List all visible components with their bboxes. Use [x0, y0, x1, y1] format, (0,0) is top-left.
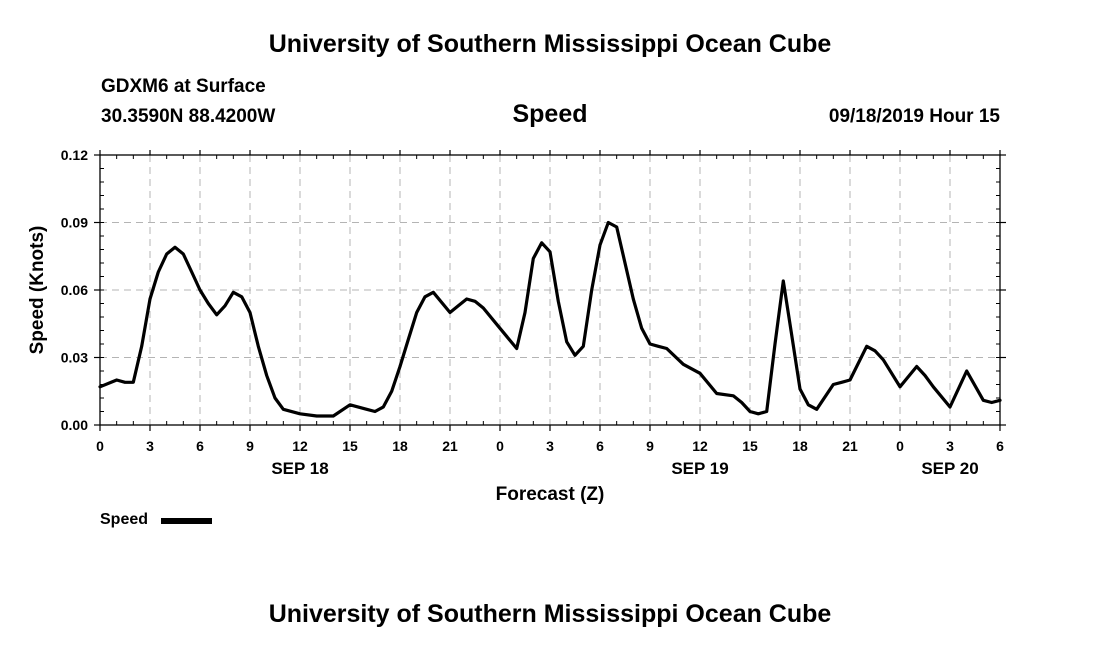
x-tick-label: 6 [996, 438, 1004, 454]
x-tick-label: 6 [596, 438, 604, 454]
y-tick-label: 0.00 [61, 417, 88, 433]
x-tick-label: 21 [842, 438, 858, 454]
datetime-label: 09/18/2019 Hour 15 [828, 106, 1000, 127]
station-label: GDXM6 at Surface [101, 76, 266, 97]
x-tick-label: 9 [646, 438, 654, 454]
x-tick-label: 15 [742, 438, 758, 454]
location-label: 30.3590N 88.4200W [101, 106, 276, 127]
x-tick-label: 9 [246, 438, 254, 454]
y-axis-label: Speed (Knots) [27, 226, 48, 355]
x-tick-label: 18 [392, 438, 408, 454]
y-tick-label: 0.09 [61, 215, 88, 231]
y-tick-label: 0.12 [61, 147, 88, 163]
date-label: SEP 19 [671, 459, 728, 478]
x-tick-label: 0 [896, 438, 904, 454]
x-tick-label: 6 [196, 438, 204, 454]
plot-frame [99, 154, 1001, 426]
x-tick-label: 3 [146, 438, 154, 454]
x-tick-label: 12 [692, 438, 708, 454]
speed-series-line [98, 220, 1002, 418]
x-tick-label: 18 [792, 438, 808, 454]
chart-title: Speed [512, 100, 588, 128]
footer-title: University of Southern Mississippi Ocean… [268, 600, 832, 628]
x-axis-label: Forecast (Z) [496, 484, 605, 505]
x-tick-label: 3 [946, 438, 954, 454]
page-title: University of Southern Mississippi Ocean… [268, 30, 832, 58]
x-tick-label: 12 [292, 438, 308, 454]
x-tick-label: 15 [342, 438, 358, 454]
x-tick-label: 3 [546, 438, 554, 454]
x-tick-label: 0 [496, 438, 504, 454]
x-tick-label: 21 [442, 438, 458, 454]
date-label: SEP 20 [921, 459, 978, 478]
date-label: SEP 18 [271, 459, 328, 478]
x-tick-label: 0 [96, 438, 104, 454]
legend-label: Speed [100, 511, 148, 528]
y-tick-label: 0.06 [61, 282, 88, 298]
y-tick-label: 0.03 [61, 350, 88, 366]
